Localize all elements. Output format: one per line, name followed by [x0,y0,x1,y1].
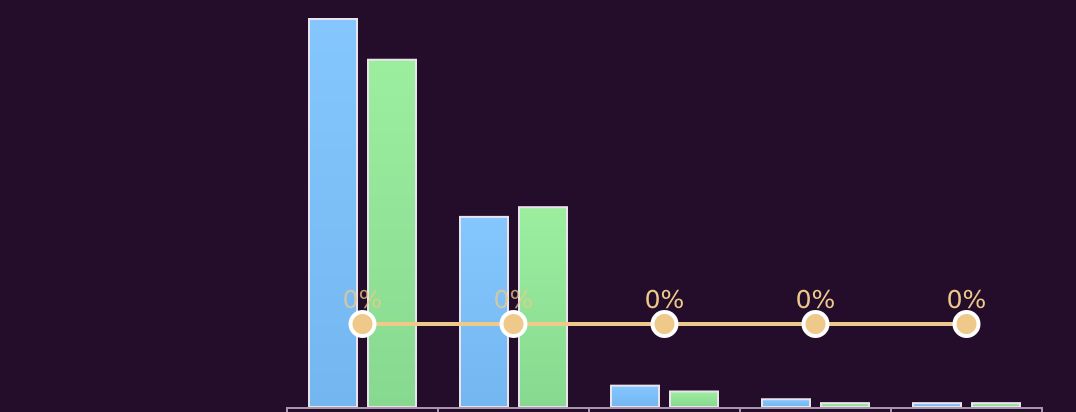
bar-series1-4 [761,398,811,408]
bar-series2-4 [820,402,870,408]
bar-series2-2 [518,206,568,408]
line-point-2 [499,310,528,338]
line-point-3 [650,310,679,338]
line-point-5 [952,310,981,338]
line-point-1 [348,310,377,338]
bar-series1-5 [912,402,962,408]
line-labels-layer: 0% 0% 0% 0% 0% [343,285,987,314]
line-series-layer [348,310,981,338]
line-data-label-5: 0% [947,285,987,314]
line-data-label-2: 0% [494,285,534,314]
line-data-label-3: 0% [645,285,685,314]
bar-series1-3 [610,384,660,409]
bar-series1-1 [308,18,358,408]
line-data-label-4: 0% [796,285,836,314]
line-data-label-1: 0% [343,285,383,314]
x-axis [286,407,1043,412]
bars-layer [308,18,1021,409]
bar-series2-3 [669,390,719,409]
line-point-4 [801,310,830,338]
bar-series2-1 [367,58,417,409]
bar-series2-5 [971,402,1021,408]
bar-series1-2 [459,215,509,408]
